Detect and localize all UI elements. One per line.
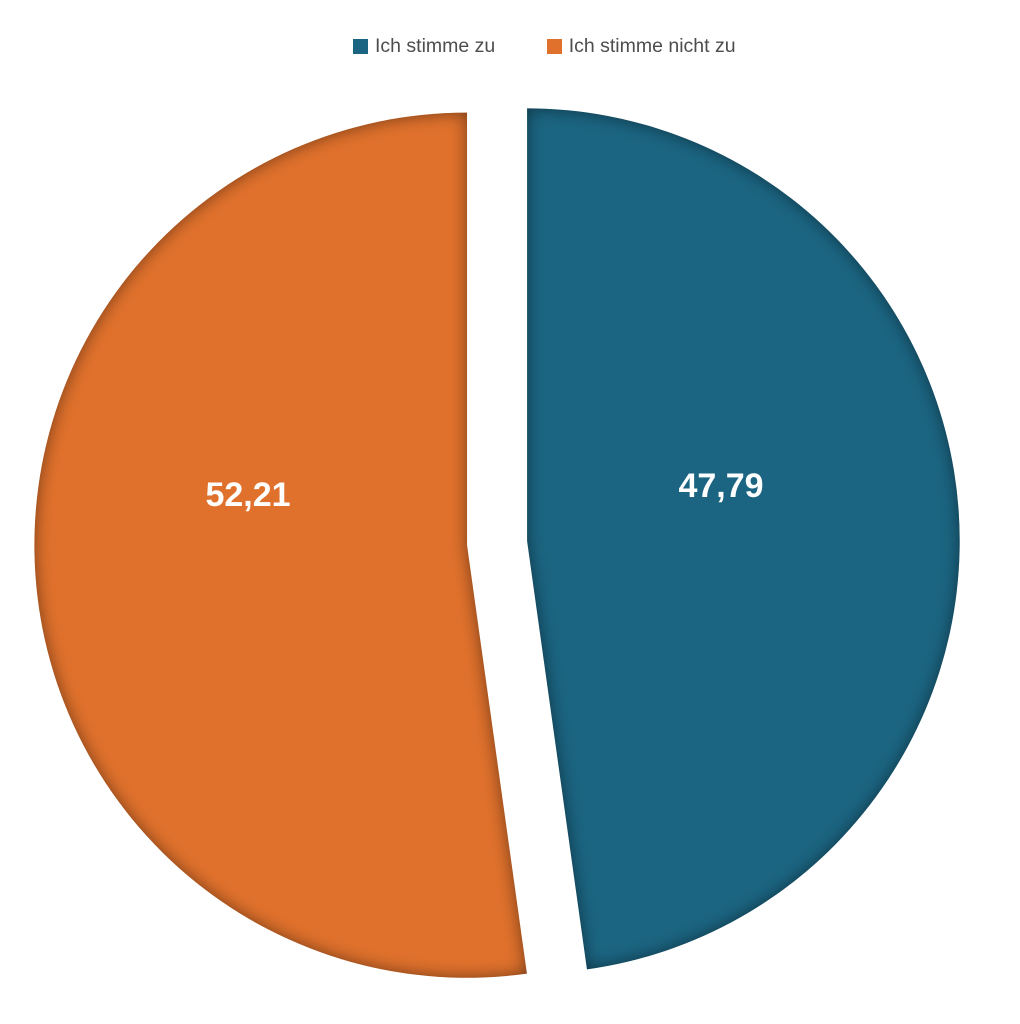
svg-text:52,21: 52,21 xyxy=(205,476,290,514)
svg-text:47,79: 47,79 xyxy=(678,467,763,505)
